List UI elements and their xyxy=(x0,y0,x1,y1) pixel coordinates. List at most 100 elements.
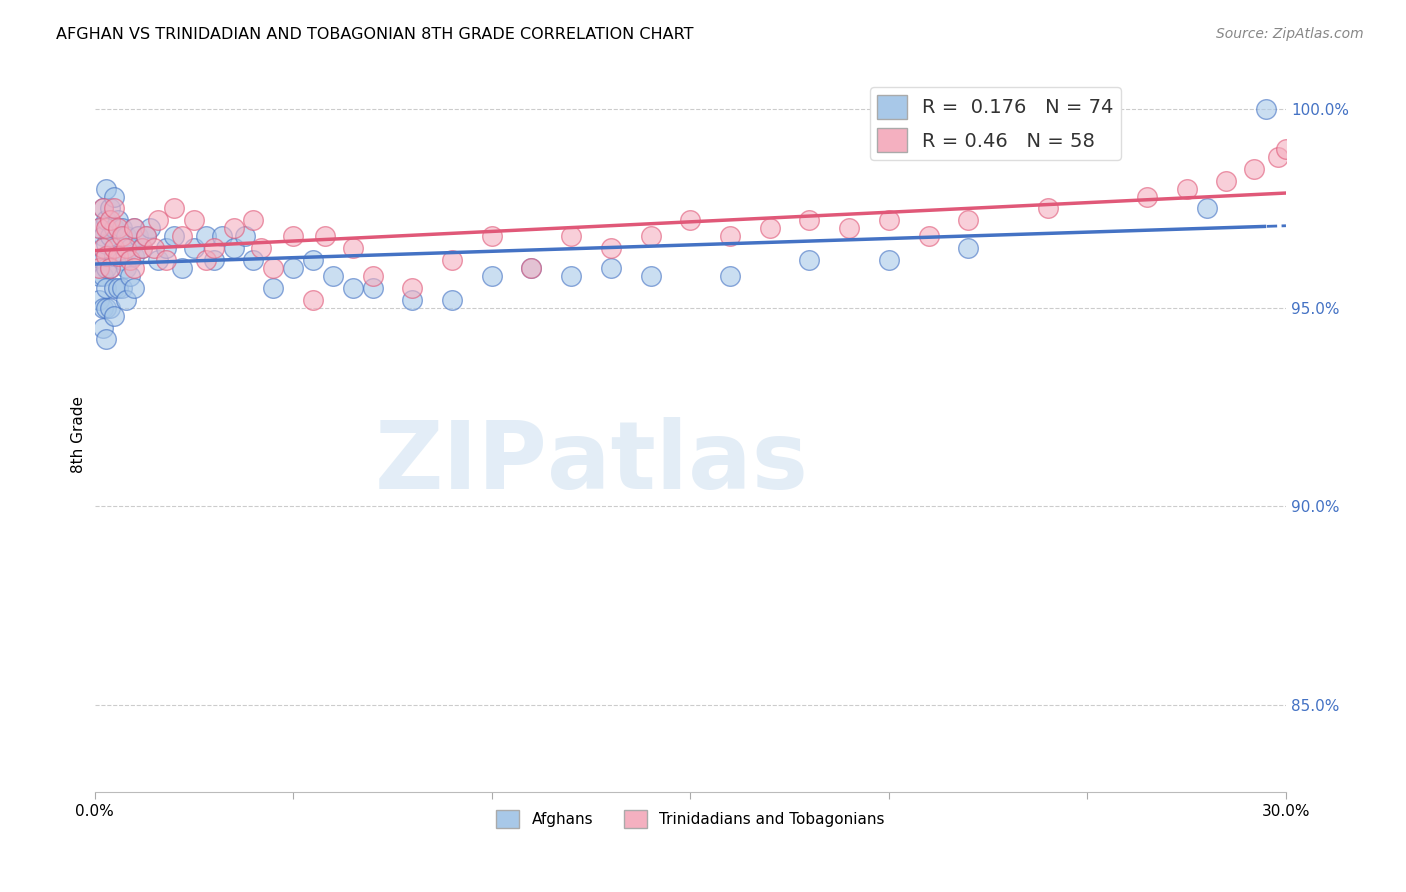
Point xyxy=(124,260,146,275)
Point xyxy=(100,202,122,216)
Point xyxy=(111,253,134,268)
Point xyxy=(799,213,821,227)
Text: Source: ZipAtlas.com: Source: ZipAtlas.com xyxy=(1216,27,1364,41)
Point xyxy=(87,253,110,268)
Point xyxy=(107,249,129,263)
Point xyxy=(1195,202,1218,216)
Point xyxy=(91,229,114,244)
Point xyxy=(103,249,125,263)
Point xyxy=(135,229,157,244)
Point xyxy=(146,213,169,227)
Point xyxy=(440,293,463,307)
Point xyxy=(302,293,325,307)
Point xyxy=(155,241,177,255)
Point xyxy=(235,229,257,244)
Point xyxy=(87,260,110,275)
Point xyxy=(96,237,118,252)
Point xyxy=(1243,161,1265,176)
Point xyxy=(127,229,149,244)
Point xyxy=(401,293,423,307)
Point xyxy=(183,213,205,227)
Point xyxy=(262,281,284,295)
Point xyxy=(1275,142,1298,156)
Point xyxy=(520,260,543,275)
Point xyxy=(96,260,118,275)
Point xyxy=(758,221,780,235)
Point xyxy=(120,241,142,255)
Point xyxy=(107,281,129,295)
Point xyxy=(281,229,304,244)
Point xyxy=(96,221,118,235)
Point xyxy=(361,281,384,295)
Point xyxy=(163,229,186,244)
Point xyxy=(91,301,114,315)
Point xyxy=(155,253,177,268)
Point xyxy=(103,241,125,255)
Point xyxy=(115,229,138,244)
Point xyxy=(262,260,284,275)
Point xyxy=(96,213,118,227)
Point xyxy=(124,221,146,235)
Point xyxy=(146,253,169,268)
Point xyxy=(342,241,364,255)
Point xyxy=(87,293,110,307)
Point xyxy=(838,221,860,235)
Point xyxy=(111,221,134,235)
Point xyxy=(100,213,122,227)
Point xyxy=(1175,181,1198,195)
Point xyxy=(1136,189,1159,203)
Point xyxy=(124,281,146,295)
Point xyxy=(560,229,582,244)
Point xyxy=(1267,150,1289,164)
Point xyxy=(103,202,125,216)
Point xyxy=(96,181,118,195)
Point xyxy=(170,229,193,244)
Point xyxy=(222,241,245,255)
Point xyxy=(401,281,423,295)
Point xyxy=(124,249,146,263)
Point xyxy=(183,241,205,255)
Point xyxy=(718,268,741,283)
Point xyxy=(799,253,821,268)
Point xyxy=(163,202,186,216)
Point xyxy=(361,268,384,283)
Point xyxy=(103,281,125,295)
Point xyxy=(143,241,166,255)
Point xyxy=(124,221,146,235)
Point xyxy=(202,241,225,255)
Point xyxy=(100,260,122,275)
Point xyxy=(1254,102,1277,116)
Point xyxy=(222,221,245,235)
Point xyxy=(211,229,233,244)
Point xyxy=(194,253,217,268)
Point xyxy=(115,293,138,307)
Point xyxy=(91,320,114,334)
Point xyxy=(131,241,153,255)
Point xyxy=(100,229,122,244)
Text: AFGHAN VS TRINIDADIAN AND TOBAGONIAN 8TH GRADE CORRELATION CHART: AFGHAN VS TRINIDADIAN AND TOBAGONIAN 8TH… xyxy=(56,27,693,42)
Point xyxy=(87,221,110,235)
Point xyxy=(87,268,110,283)
Point xyxy=(100,301,122,315)
Point xyxy=(120,253,142,268)
Point xyxy=(322,268,344,283)
Point xyxy=(115,241,138,255)
Point xyxy=(957,241,980,255)
Point xyxy=(96,281,118,295)
Point xyxy=(111,281,134,295)
Point xyxy=(91,268,114,283)
Point xyxy=(957,213,980,227)
Point xyxy=(103,309,125,323)
Point xyxy=(877,213,900,227)
Point xyxy=(599,260,621,275)
Point xyxy=(440,253,463,268)
Point xyxy=(481,268,503,283)
Point xyxy=(718,229,741,244)
Point xyxy=(103,189,125,203)
Point xyxy=(120,268,142,283)
Point xyxy=(342,281,364,295)
Point xyxy=(250,241,273,255)
Point xyxy=(242,253,264,268)
Point xyxy=(194,229,217,244)
Point xyxy=(135,229,157,244)
